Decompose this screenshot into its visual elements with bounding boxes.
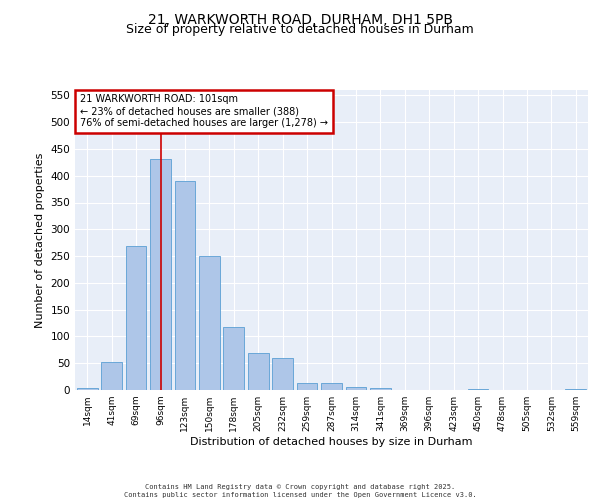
Bar (346, 387, 367, 390)
X-axis label: Distribution of detached houses by size in Durham: Distribution of detached houses by size … (190, 437, 473, 447)
Bar (77, 388, 98, 390)
Text: Size of property relative to detached houses in Durham: Size of property relative to detached ho… (126, 22, 474, 36)
Text: Contains HM Land Registry data © Crown copyright and database right 2025.
Contai: Contains HM Land Registry data © Crown c… (124, 484, 476, 498)
Bar (248, 352, 269, 390)
Bar (150, 158, 171, 390)
Bar (199, 256, 220, 390)
Bar (223, 328, 244, 390)
Bar (101, 362, 122, 390)
Bar (370, 388, 391, 390)
Bar (321, 383, 342, 390)
Text: 21, WARKWORTH ROAD, DURHAM, DH1 5PB: 21, WARKWORTH ROAD, DURHAM, DH1 5PB (148, 12, 452, 26)
Bar (565, 389, 586, 390)
Bar (125, 246, 146, 390)
Text: 21 WARKWORTH ROAD: 101sqm
← 23% of detached houses are smaller (388)
76% of semi: 21 WARKWORTH ROAD: 101sqm ← 23% of detac… (80, 94, 328, 128)
Bar (175, 181, 196, 390)
Bar (296, 383, 317, 390)
Bar (272, 358, 293, 390)
Y-axis label: Number of detached properties: Number of detached properties (35, 152, 45, 328)
